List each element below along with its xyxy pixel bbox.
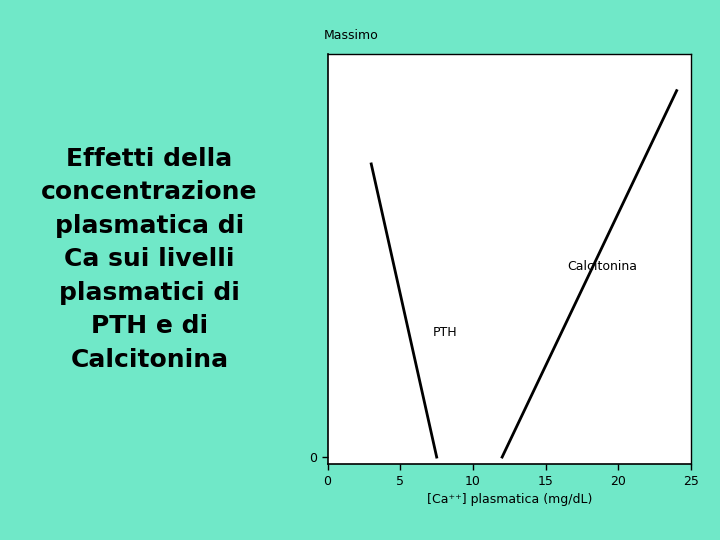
X-axis label: [Ca⁺⁺] plasmatica (mg/dL): [Ca⁺⁺] plasmatica (mg/dL) <box>427 494 592 507</box>
Text: PTH: PTH <box>432 326 457 339</box>
Text: Calcitonina: Calcitonina <box>567 260 638 273</box>
Text: Effetti della
concentrazione
plasmatica di
Ca sui livelli
plasmatici di
PTH e di: Effetti della concentrazione plasmatica … <box>41 147 258 372</box>
Text: Massimo: Massimo <box>324 29 379 42</box>
